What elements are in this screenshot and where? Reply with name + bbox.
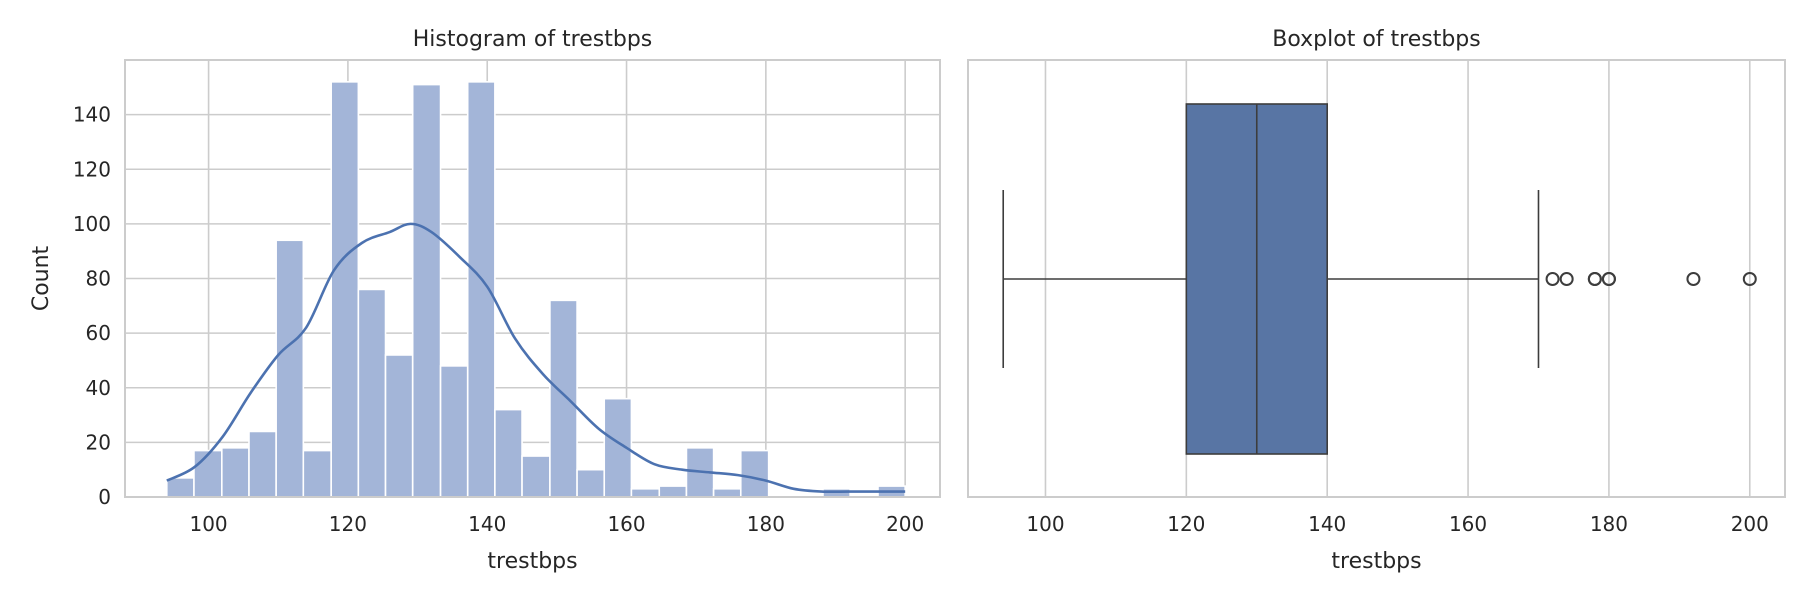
x-tick-label: 180 xyxy=(747,512,785,536)
plot-frame xyxy=(967,59,1786,498)
histogram-bar xyxy=(549,299,578,498)
y-tick-label: 120 xyxy=(73,157,111,181)
plot-frame xyxy=(124,59,941,498)
histogram-bar xyxy=(302,449,332,498)
x-tick-label: 160 xyxy=(1449,512,1487,536)
histogram-bar xyxy=(411,83,442,498)
x-tick-label: 200 xyxy=(886,512,924,536)
histogram-bar xyxy=(739,449,770,498)
x-tick-label: 140 xyxy=(1308,512,1346,536)
y-tick-label: 0 xyxy=(98,485,111,509)
outlier-point xyxy=(1559,272,1574,286)
outlier-point xyxy=(1686,272,1701,286)
histogram-bar xyxy=(384,354,414,498)
histogram-bar xyxy=(712,488,742,498)
histogram-bar xyxy=(439,365,469,498)
x-tick-label: 120 xyxy=(329,512,367,536)
x-tick-label: 100 xyxy=(1026,512,1064,536)
outlier-point xyxy=(1545,272,1560,286)
histogram-panel: 100 120 140 160 180 200 0 20 40 60 80 100 120 140 Hist… xyxy=(29,27,941,574)
y-axis-label: Count xyxy=(29,245,54,311)
histogram-bar xyxy=(193,449,223,498)
histogram-bar xyxy=(330,81,360,498)
histogram-bar xyxy=(165,477,195,498)
x-tick-label: 200 xyxy=(1731,512,1769,536)
y-tick-label: 40 xyxy=(86,376,111,400)
kde-curve xyxy=(166,222,906,494)
histogram-bar xyxy=(357,288,387,498)
histogram-bar xyxy=(576,468,606,498)
histogram-bar xyxy=(248,430,277,498)
x-tick-label: 140 xyxy=(468,512,506,536)
histogram-bar xyxy=(658,485,688,498)
histogram-bar xyxy=(494,408,523,498)
x-tick-label: 120 xyxy=(1167,512,1205,536)
outlier-point xyxy=(1587,272,1602,286)
histogram-bar xyxy=(466,81,496,498)
x-axis-label: trestbps xyxy=(487,549,577,574)
outlier-point xyxy=(1742,272,1757,286)
y-tick-label: 60 xyxy=(86,321,111,345)
y-tick-label: 100 xyxy=(73,212,111,236)
histogram-bar xyxy=(275,239,305,498)
y-tick-label: 80 xyxy=(86,267,111,291)
boxplot-panel: 100 120 140 160 180 200 Boxplot of trestbps tre… xyxy=(967,27,1786,574)
y-tick-label: 140 xyxy=(73,103,111,127)
x-tick-label: 100 xyxy=(189,512,227,536)
chart-title: Histogram of trestbps xyxy=(413,27,653,52)
outlier-point xyxy=(1601,272,1616,286)
y-tick-label: 20 xyxy=(86,430,111,454)
x-axis-label: trestbps xyxy=(1331,549,1421,574)
x-tick-label: 180 xyxy=(1590,512,1628,536)
histogram-bar xyxy=(521,455,551,498)
histogram-bar xyxy=(221,447,250,498)
x-tick-label: 160 xyxy=(607,512,645,536)
histogram-bar xyxy=(630,488,661,498)
chart-title: Boxplot of trestbps xyxy=(1272,27,1480,52)
